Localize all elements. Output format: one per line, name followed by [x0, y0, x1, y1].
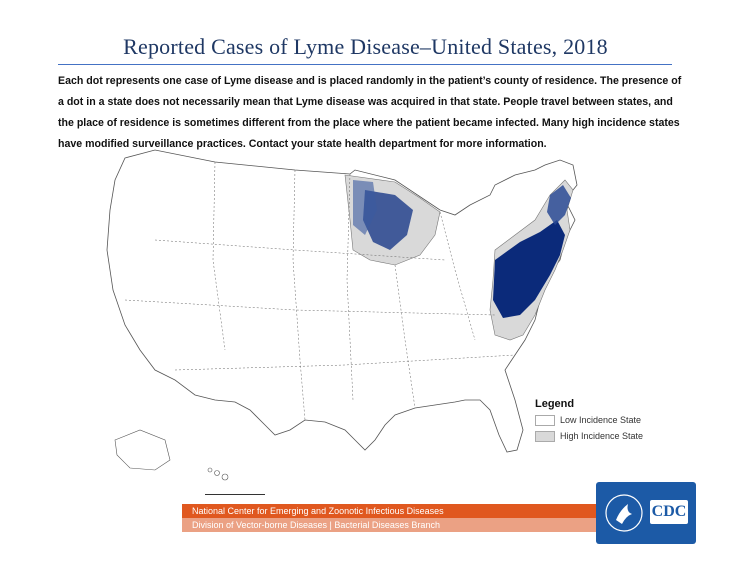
- dots-new-england: [547, 185, 571, 225]
- scale-bar: [205, 494, 265, 495]
- footer-division-name: Division of Vector-borne Diseases | Bact…: [182, 518, 602, 532]
- alaska-outline: [114, 429, 171, 471]
- legend-item-low: Low Incidence State: [535, 412, 655, 428]
- legend-label-low: Low Incidence State: [560, 415, 642, 425]
- map-title: Reported Cases of Lyme Disease–United St…: [123, 34, 608, 59]
- cdc-wordmark: CDC: [650, 500, 688, 524]
- legend-swatch-low: [535, 414, 555, 426]
- legend-swatch-high: [535, 430, 555, 442]
- us-map: [106, 149, 578, 481]
- hhs-eagle-icon: [605, 494, 643, 532]
- legend: Legend Low Incidence State High Incidenc…: [535, 398, 655, 444]
- state-boundaries: [124, 161, 516, 421]
- legend-title: Legend: [535, 398, 575, 410]
- cdc-logo: CDC: [596, 482, 696, 544]
- footer-center-name: National Center for Emerging and Zoonoti…: [182, 504, 602, 518]
- hawaii-outline: [207, 467, 229, 481]
- map-description: Each dot represents one case of Lyme dis…: [58, 75, 682, 150]
- legend-label-high: High Incidence State: [560, 431, 644, 441]
- dots-northeast: [493, 220, 565, 318]
- legend-item-high: High Incidence State: [535, 428, 655, 444]
- title-divider: [58, 64, 672, 65]
- dots-minnesota: [353, 180, 377, 235]
- us-outline: [106, 149, 578, 453]
